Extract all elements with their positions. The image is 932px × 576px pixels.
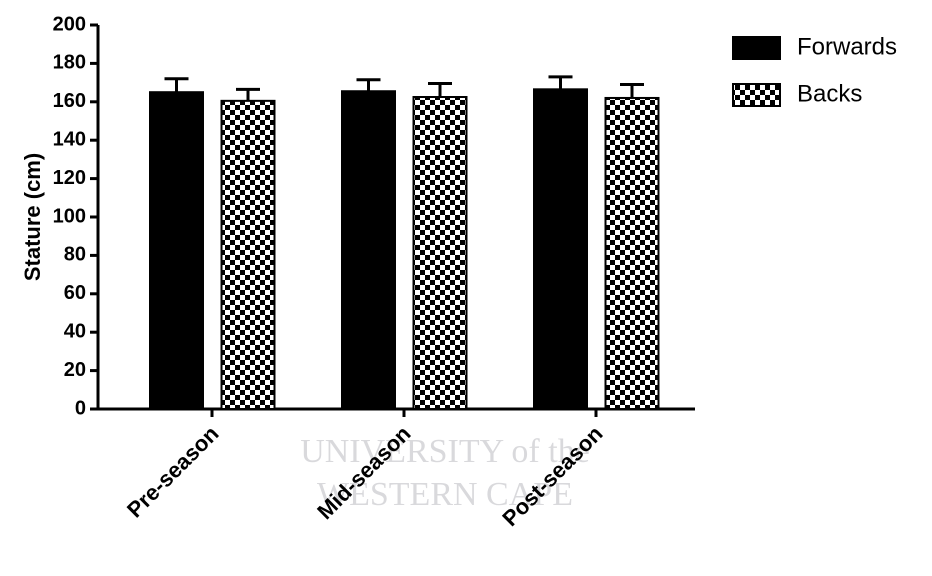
bar xyxy=(220,99,276,410)
y-tick-label: 80 xyxy=(64,244,86,266)
y-tick-label: 160 xyxy=(53,90,86,112)
y-tick-label: 120 xyxy=(53,167,86,189)
watermark-line: WESTERN CAPE xyxy=(317,476,573,513)
y-tick-label: 40 xyxy=(64,320,86,342)
legend-label: Backs xyxy=(797,80,862,107)
watermark: UNIVERSITY of the WESTERN CAPE xyxy=(300,433,590,513)
bar xyxy=(341,90,396,411)
y-tick-label: 200 xyxy=(53,13,86,35)
bar xyxy=(604,96,660,411)
y-axis-label: Stature (cm) xyxy=(20,153,45,281)
y-tick-label: 100 xyxy=(53,205,86,227)
watermark-line: UNIVERSITY of the xyxy=(300,433,590,470)
bar xyxy=(149,91,204,410)
bar xyxy=(412,96,468,410)
y-tick-label: 20 xyxy=(64,359,86,381)
bar xyxy=(533,88,588,410)
y-tick-label: 60 xyxy=(64,282,86,304)
y-tick-label: 0 xyxy=(75,397,86,419)
y-tick-label: 180 xyxy=(53,52,86,74)
x-tick-label: Pre-season xyxy=(122,421,224,523)
legend-swatch xyxy=(732,83,781,107)
y-tick-label: 140 xyxy=(53,128,86,150)
legend-label: Forwards xyxy=(797,33,897,60)
legend-swatch xyxy=(732,36,781,60)
